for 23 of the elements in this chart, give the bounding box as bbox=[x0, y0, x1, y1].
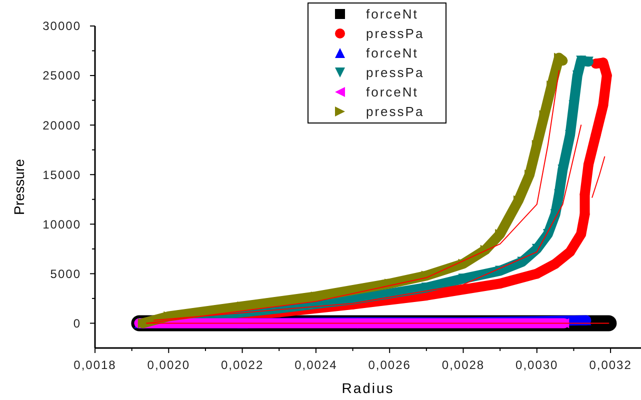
x-tick-label: 0,0026 bbox=[368, 358, 411, 372]
y-tick-label: 25000 bbox=[42, 68, 81, 83]
y-tick-label: 15000 bbox=[42, 168, 81, 182]
x-tick-label: 0,0024 bbox=[294, 358, 338, 372]
x-axis-title: Radius bbox=[342, 380, 394, 396]
y-tick-label: 10000 bbox=[42, 217, 81, 232]
y-tick-label: 30000 bbox=[42, 19, 81, 34]
x-tick-label: 0,0020 bbox=[147, 358, 190, 372]
x-tick-label: 0,0022 bbox=[220, 358, 264, 372]
y-tick-label: 0 bbox=[73, 316, 81, 330]
legend-label: forceNt bbox=[366, 46, 418, 61]
y-tick-label: 5000 bbox=[50, 266, 81, 281]
legend-label: pressPa bbox=[366, 26, 424, 42]
y-axis-title: Pressure bbox=[11, 158, 27, 216]
legend-label: forceNt bbox=[366, 6, 418, 22]
legend-label: pressPa bbox=[366, 104, 424, 120]
x-tick-label: 0,0032 bbox=[589, 358, 632, 372]
x-tick-label: 0,0018 bbox=[74, 358, 116, 372]
x-tick-label: 0,0028 bbox=[442, 358, 485, 372]
legend-label: forceNt bbox=[366, 84, 418, 100]
y-tick-label: 20000 bbox=[42, 118, 81, 132]
legend-label: pressPa bbox=[366, 65, 424, 80]
x-tick-label: 0,0030 bbox=[516, 358, 558, 372]
